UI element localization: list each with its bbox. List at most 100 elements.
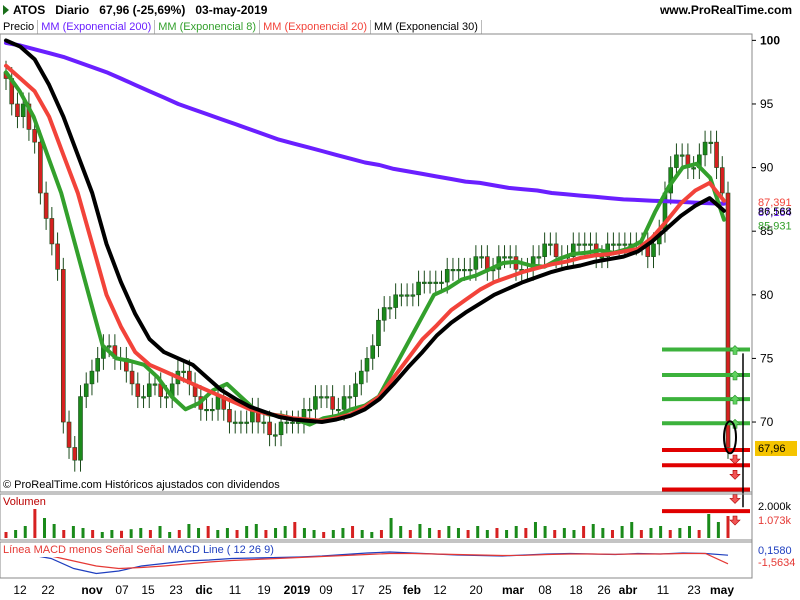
x-tick-label: 15 bbox=[141, 583, 155, 597]
macd-signal-label: Señal bbox=[136, 544, 165, 556]
candle-body bbox=[570, 243, 576, 257]
price-info: 67,96 (-25,69%) bbox=[99, 3, 186, 17]
candle-body bbox=[611, 243, 616, 246]
price-tick-label: 80 bbox=[760, 288, 774, 302]
candle-body bbox=[456, 269, 461, 272]
macd-hist-label: Línea MACD menos Señal bbox=[3, 544, 134, 556]
candle-body bbox=[66, 421, 72, 448]
volume-bar bbox=[697, 530, 701, 538]
volume-bar bbox=[23, 526, 27, 538]
volume-bar bbox=[312, 530, 316, 538]
volume-bar bbox=[43, 518, 47, 538]
candle-body bbox=[313, 396, 318, 410]
candle-body bbox=[479, 256, 484, 259]
candle-body bbox=[708, 141, 714, 144]
volume-bar bbox=[187, 524, 191, 538]
legend-item-ema30[interactable]: MM (Exponencial 30) bbox=[371, 20, 482, 34]
highlight-ellipse bbox=[723, 420, 737, 455]
chart-header: ATOS Diario 67,96 (-25,69%) 03-may-2019 … bbox=[0, 0, 800, 20]
volume-bar bbox=[630, 522, 634, 538]
volume-bar bbox=[601, 528, 605, 538]
ma-line-0 bbox=[4, 40, 726, 206]
ticker-title[interactable]: ATOS Diario 67,96 (-25,69%) 03-may-2019 bbox=[3, 3, 267, 17]
candle-body bbox=[507, 256, 513, 259]
ma-line-2 bbox=[4, 63, 726, 423]
candle-body bbox=[135, 383, 141, 397]
candle-body bbox=[473, 256, 479, 270]
candle-body bbox=[284, 421, 290, 424]
legend-item-ema200[interactable]: MM (Exponencial 200) bbox=[38, 20, 156, 34]
candle-body bbox=[146, 383, 152, 397]
candle-body bbox=[55, 243, 60, 270]
candle-body bbox=[399, 294, 404, 297]
volume-bar bbox=[331, 530, 335, 538]
volume-bar bbox=[533, 522, 537, 538]
volume-bar bbox=[91, 530, 95, 538]
candle-body bbox=[209, 409, 215, 412]
volume-bar bbox=[476, 526, 480, 538]
volume-bar bbox=[639, 530, 643, 538]
volume-bar bbox=[293, 522, 297, 538]
candle-body bbox=[341, 396, 347, 410]
price-tick-label: 100 bbox=[760, 33, 780, 47]
volume-bar bbox=[216, 530, 220, 538]
price-tick-label: 85 bbox=[760, 224, 774, 238]
volume-bar bbox=[466, 530, 470, 538]
volume-pane-label[interactable]: Volumen bbox=[3, 496, 46, 509]
volume-bar bbox=[418, 524, 422, 538]
volume-bar bbox=[620, 526, 624, 538]
volume-bar bbox=[572, 530, 576, 538]
volume-bar bbox=[14, 530, 18, 538]
volume-bar bbox=[177, 530, 181, 538]
x-tick-label: abr bbox=[619, 583, 638, 597]
legend-item-ema20[interactable]: MM (Exponencial 20) bbox=[260, 20, 372, 34]
price-tick-label: 90 bbox=[760, 161, 774, 175]
ma-line-1 bbox=[4, 70, 726, 427]
volume-bar bbox=[505, 530, 509, 538]
macd-pane-label[interactable]: Línea MACD menos Señal Señal MACD Line (… bbox=[3, 544, 274, 557]
x-tick-label: 23 bbox=[169, 583, 183, 597]
x-tick-label: 11 bbox=[229, 583, 242, 597]
ma-line-3 bbox=[4, 38, 726, 424]
expand-arrow-icon[interactable] bbox=[3, 5, 9, 15]
macd-value-label-0: 0,1580 bbox=[758, 545, 792, 557]
candle-body bbox=[439, 281, 444, 284]
volume-bar bbox=[668, 530, 672, 538]
candle-body bbox=[324, 396, 330, 399]
indicator-legend: Precio MM (Exponencial 200) MM (Exponenc… bbox=[0, 20, 482, 34]
site-link[interactable]: www.ProRealTime.com bbox=[659, 3, 792, 17]
down-arrow-icon bbox=[729, 494, 741, 504]
volume-bar bbox=[302, 528, 306, 538]
candle-body bbox=[536, 256, 542, 259]
volume-bar bbox=[254, 524, 258, 538]
up-arrow-icon bbox=[729, 345, 741, 355]
x-tick-label: 25 bbox=[378, 583, 392, 597]
price-tick-label: 95 bbox=[760, 97, 774, 111]
volume-bar bbox=[274, 528, 278, 538]
candle-body bbox=[444, 269, 450, 283]
volume-bar bbox=[408, 530, 412, 538]
volume-bar bbox=[341, 528, 345, 538]
candle-body bbox=[553, 243, 559, 257]
legend-item-price[interactable]: Precio bbox=[0, 20, 39, 34]
legend-item-ema8[interactable]: MM (Exponencial 8) bbox=[155, 20, 261, 34]
x-tick-label: 18 bbox=[569, 583, 583, 597]
candle-body bbox=[467, 269, 473, 272]
period: Diario bbox=[55, 3, 90, 17]
x-tick-label: 19 bbox=[257, 583, 271, 597]
quote-date: 03-may-2019 bbox=[195, 3, 268, 17]
volume-bar bbox=[81, 528, 85, 538]
down-arrow-icon bbox=[729, 454, 741, 465]
candle-body bbox=[89, 370, 95, 385]
volume-bar bbox=[447, 526, 451, 538]
value-label-4: 67,96 bbox=[758, 443, 786, 455]
volume-bar bbox=[582, 526, 586, 538]
candle-body bbox=[347, 396, 353, 399]
volume-bar bbox=[129, 529, 133, 538]
volume-bar bbox=[168, 532, 172, 538]
candle-body bbox=[129, 370, 135, 385]
candle-body bbox=[702, 141, 708, 156]
volume-bar bbox=[610, 530, 614, 538]
